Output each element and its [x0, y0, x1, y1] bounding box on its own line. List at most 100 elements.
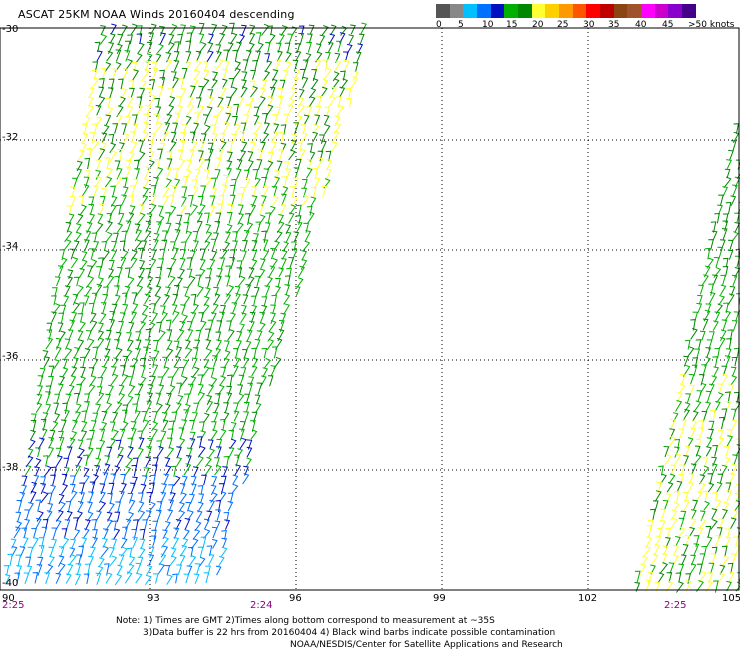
wind-barb [183, 175, 189, 188]
wind-barb [666, 572, 673, 583]
wind-barb [251, 347, 257, 360]
wind-barb [261, 347, 268, 359]
wind-barb [223, 175, 229, 188]
wind-barb [210, 492, 218, 503]
wind-barb [40, 491, 49, 504]
wind-barb [141, 475, 148, 486]
wind-barb [180, 87, 187, 99]
wind-barb [639, 563, 647, 575]
wind-barb [722, 265, 729, 277]
wind-barb [138, 437, 145, 449]
wind-barb [139, 528, 146, 540]
wind-barb [236, 41, 242, 53]
wind-barb [717, 204, 723, 215]
wind-barb [240, 312, 247, 324]
wind-barb [68, 437, 76, 449]
wind-barb [264, 60, 273, 73]
wind-barb [121, 421, 129, 432]
wind-barb [58, 431, 64, 441]
wind-barb [76, 339, 85, 352]
wind-barb [285, 231, 292, 243]
wind-barb [102, 537, 108, 548]
wind-barb [254, 121, 263, 134]
wind-barb [309, 151, 316, 162]
wind-barb [718, 295, 725, 306]
wind-barb [42, 455, 49, 467]
wind-barb [70, 366, 78, 377]
wind-barb [129, 131, 136, 144]
wind-barb [110, 366, 117, 377]
wind-barb [253, 114, 260, 126]
wind-barb [87, 447, 94, 460]
wind-barb [66, 563, 74, 576]
wind-barb [678, 526, 686, 538]
wind-barb [678, 517, 685, 531]
wind-barb [247, 276, 255, 288]
wind-barb [689, 563, 697, 575]
wind-barb [160, 130, 169, 143]
wind-barb [672, 554, 679, 566]
wind-barb [283, 303, 290, 315]
wind-barb [218, 148, 224, 161]
wind-barb [90, 546, 96, 557]
wind-barb [236, 159, 243, 170]
wind-barb [159, 32, 167, 45]
wind-barb [150, 474, 156, 487]
wind-barb [206, 106, 213, 117]
wind-barb [246, 446, 253, 458]
wind-barb [270, 312, 276, 324]
wind-barb [189, 493, 195, 504]
wind-barb [286, 267, 292, 278]
legend-label: 45 [662, 20, 674, 30]
wind-barb [149, 357, 156, 368]
wind-barb [166, 574, 173, 585]
wind-barb [207, 142, 214, 154]
wind-barb [217, 384, 225, 396]
wind-barb [219, 133, 226, 144]
wind-barb [245, 340, 252, 351]
wind-barb [176, 456, 183, 467]
wind-barb [139, 547, 146, 558]
wind-barb [105, 393, 112, 404]
wind-barb [260, 141, 266, 153]
wind-barb [255, 221, 262, 233]
wind-barb [173, 527, 180, 539]
legend-swatch [436, 4, 450, 18]
wind-barb [126, 332, 132, 342]
wind-barb [205, 223, 212, 234]
wind-barb [273, 356, 282, 370]
wind-barb [216, 275, 222, 287]
wind-barb [265, 212, 271, 224]
wind-barb [248, 376, 255, 386]
wind-barb [279, 79, 286, 90]
wind-barb [248, 267, 255, 279]
wind-barb [723, 445, 730, 457]
wind-barb [62, 367, 69, 378]
wind-barb [85, 285, 93, 297]
wind-barb [115, 501, 122, 513]
wind-barb [117, 33, 124, 45]
wind-barb [166, 509, 174, 521]
wind-barb [242, 59, 249, 71]
wind-barb [253, 106, 260, 117]
wind-barb [234, 454, 240, 467]
wind-barb [689, 518, 697, 529]
wind-barb [148, 546, 155, 558]
wind-barb [271, 195, 279, 207]
wind-barb [725, 391, 731, 403]
legend-label: 10 [482, 20, 494, 30]
wind-barb [134, 168, 140, 180]
wind-barb [39, 367, 46, 378]
wind-barb [180, 24, 187, 35]
wind-barb [89, 429, 95, 441]
wind-barb [721, 464, 728, 476]
wind-barb [144, 293, 151, 305]
wind-barb [76, 383, 83, 396]
wind-barb [115, 204, 122, 215]
legend-labels: 0 5 10 15 20 25 30 35 40 45 >50 knots [436, 18, 736, 32]
wind-barb [132, 357, 139, 368]
wind-barb [306, 106, 313, 117]
wind-barb [303, 59, 309, 71]
wind-barb [727, 562, 734, 574]
wind-barb [92, 412, 99, 423]
